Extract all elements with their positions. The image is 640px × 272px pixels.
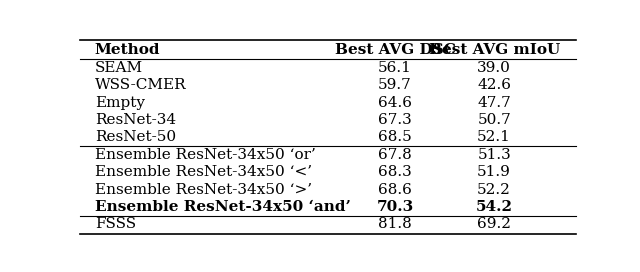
Text: 67.3: 67.3 xyxy=(378,113,412,127)
Text: 39.0: 39.0 xyxy=(477,61,511,75)
Text: 67.8: 67.8 xyxy=(378,148,412,162)
Text: SEAM: SEAM xyxy=(95,61,143,75)
Text: Best AVG DSC: Best AVG DSC xyxy=(335,43,456,57)
Text: 70.3: 70.3 xyxy=(376,200,413,214)
Text: 68.3: 68.3 xyxy=(378,165,412,179)
Text: 56.1: 56.1 xyxy=(378,61,412,75)
Text: 59.7: 59.7 xyxy=(378,78,412,92)
Text: Ensemble ResNet-34x50 ‘>’: Ensemble ResNet-34x50 ‘>’ xyxy=(95,183,312,197)
Text: 54.2: 54.2 xyxy=(476,200,513,214)
Text: 52.1: 52.1 xyxy=(477,130,511,144)
Text: Best AVG mIoU: Best AVG mIoU xyxy=(429,43,560,57)
Text: 68.6: 68.6 xyxy=(378,183,412,197)
Text: 47.7: 47.7 xyxy=(477,95,511,110)
Text: ResNet-34: ResNet-34 xyxy=(95,113,176,127)
Text: Ensemble ResNet-34x50 ‘and’: Ensemble ResNet-34x50 ‘and’ xyxy=(95,200,351,214)
Text: Method: Method xyxy=(95,43,161,57)
Text: Ensemble ResNet-34x50 ‘or’: Ensemble ResNet-34x50 ‘or’ xyxy=(95,148,316,162)
Text: 42.6: 42.6 xyxy=(477,78,511,92)
Text: WSS-CMER: WSS-CMER xyxy=(95,78,186,92)
Text: 51.9: 51.9 xyxy=(477,165,511,179)
Text: 51.3: 51.3 xyxy=(477,148,511,162)
Text: Ensemble ResNet-34x50 ‘<’: Ensemble ResNet-34x50 ‘<’ xyxy=(95,165,312,179)
Text: 64.6: 64.6 xyxy=(378,95,412,110)
Text: 69.2: 69.2 xyxy=(477,218,511,231)
Text: Empty: Empty xyxy=(95,95,145,110)
Text: FSSS: FSSS xyxy=(95,218,136,231)
Text: 52.2: 52.2 xyxy=(477,183,511,197)
Text: 50.7: 50.7 xyxy=(477,113,511,127)
Text: 68.5: 68.5 xyxy=(378,130,412,144)
Text: 81.8: 81.8 xyxy=(378,218,412,231)
Text: ResNet-50: ResNet-50 xyxy=(95,130,176,144)
